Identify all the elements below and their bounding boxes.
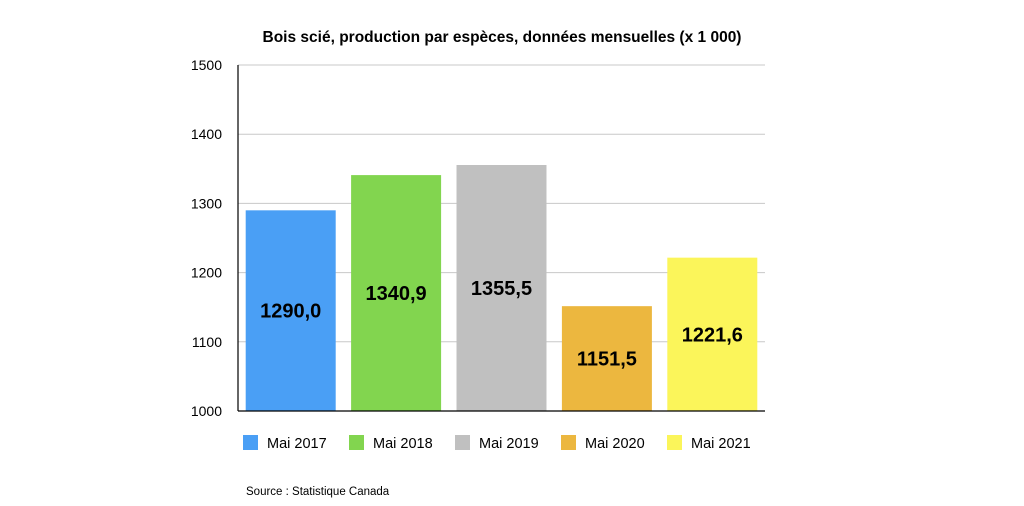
- source-note: Source : Statistique Canada: [246, 486, 390, 498]
- y-tick-label: 1500: [191, 57, 222, 73]
- legend: Mai 2017 Mai 2018 Mai 2019 Mai 2020 Mai 2021: [243, 435, 751, 452]
- legend-swatch: [455, 435, 470, 450]
- data-labels: 1290,0 1340,9 1355,5 1151,5 1221,6: [260, 278, 743, 371]
- data-label: 1290,0: [260, 301, 321, 323]
- y-tick-label: 1300: [191, 195, 222, 211]
- bar: [245, 210, 336, 411]
- legend-swatch: [561, 435, 576, 450]
- legend-swatch: [349, 435, 364, 450]
- legend-label: Mai 2021: [691, 436, 751, 452]
- y-tick-label: 1400: [191, 126, 222, 142]
- legend-label: Mai 2020: [585, 436, 645, 452]
- y-tick-label: 1200: [191, 265, 222, 281]
- bar: [667, 257, 758, 411]
- bars: [245, 164, 758, 411]
- legend-label: Mai 2019: [479, 436, 539, 452]
- legend-swatch: [243, 435, 258, 450]
- bar: [456, 164, 547, 411]
- legend-swatch: [667, 435, 682, 450]
- y-tick-label: 1100: [192, 334, 222, 350]
- bar: [351, 175, 442, 411]
- y-axis-ticks: 1000 1100 1200 1300 1400 1500: [191, 57, 222, 419]
- legend-label: Mai 2018: [373, 436, 433, 452]
- data-label: 1340,9: [366, 283, 427, 305]
- data-label: 1221,6: [682, 324, 743, 346]
- data-label: 1355,5: [471, 278, 532, 300]
- chart-title: Bois scié, production par espèces, donné…: [263, 29, 742, 46]
- bar: [561, 306, 652, 411]
- y-tick-label: 1000: [191, 403, 222, 419]
- legend-label: Mai 2017: [267, 436, 327, 452]
- data-label: 1151,5: [577, 349, 637, 371]
